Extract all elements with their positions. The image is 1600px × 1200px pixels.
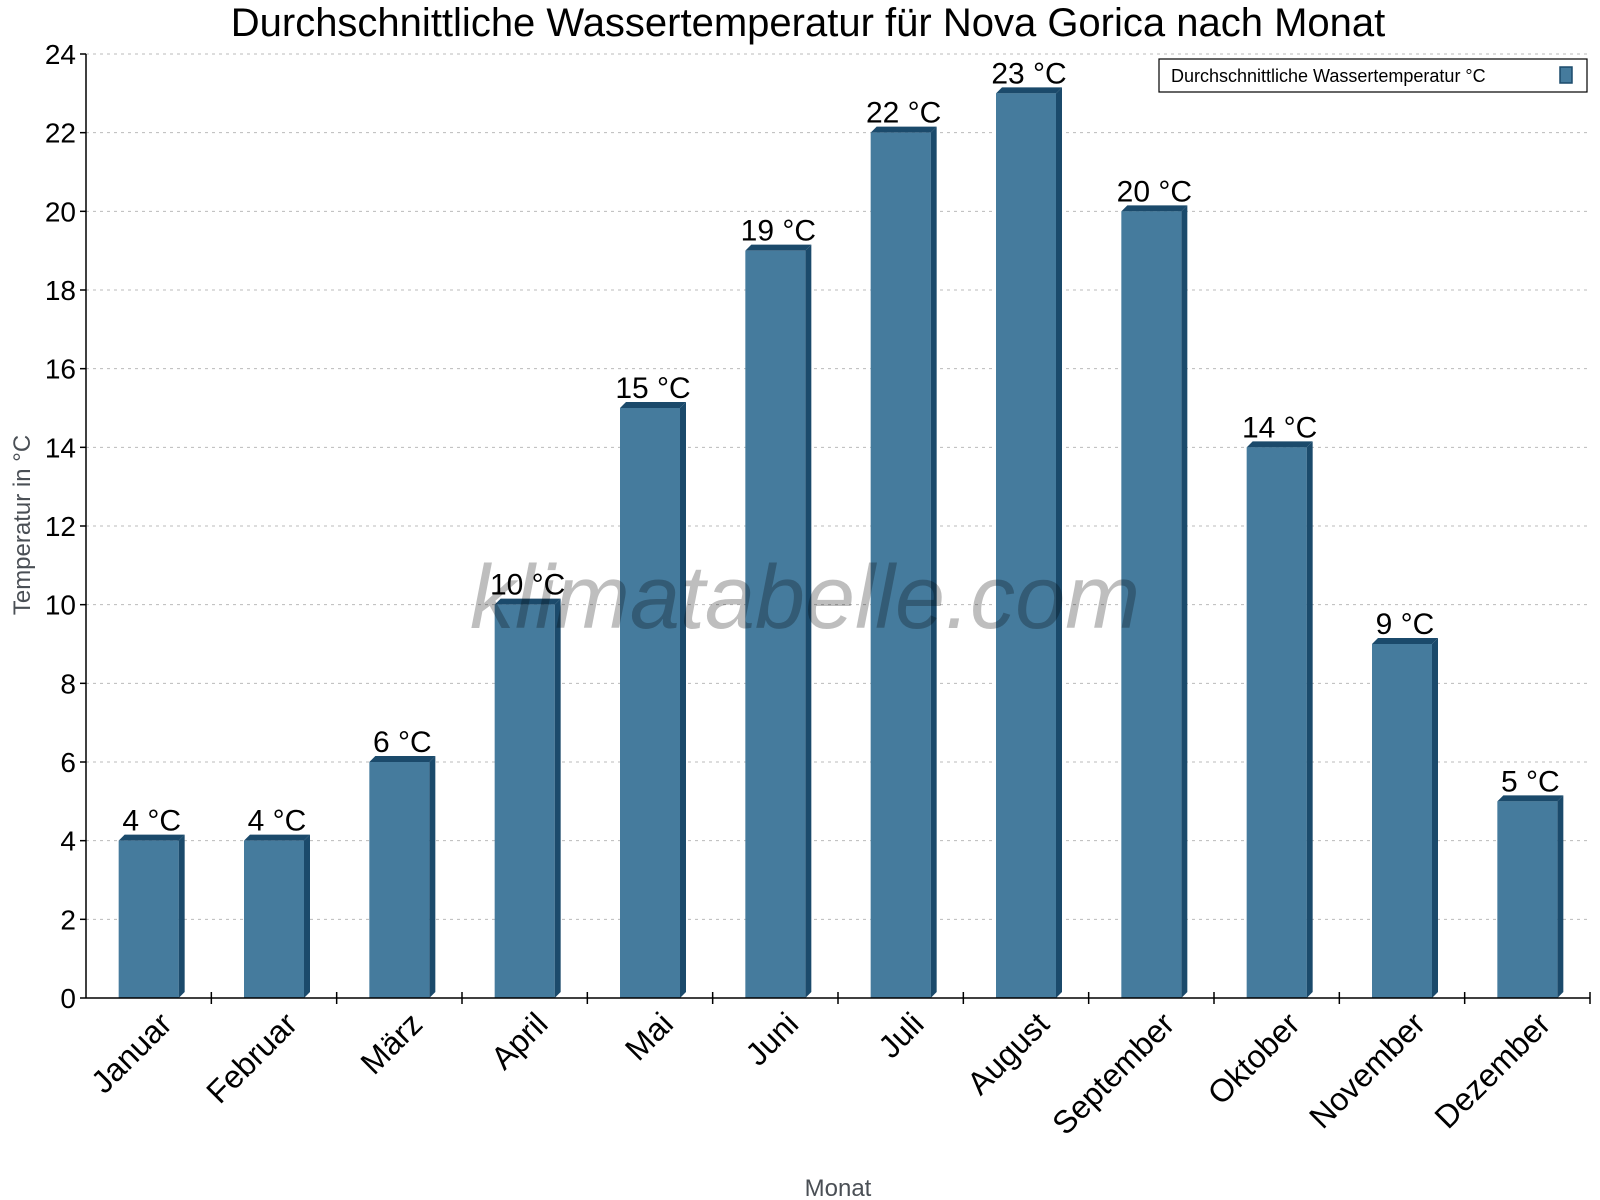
bar-top [1497, 795, 1564, 802]
y-tick-label: 6 [60, 747, 76, 778]
bar [745, 250, 806, 998]
bar [369, 762, 430, 998]
grid [86, 53, 1590, 920]
bar-side [554, 598, 561, 998]
legend-label: Durchschnittliche Wassertemperatur °C [1171, 66, 1486, 86]
x-tick-label: Dezember [1427, 1005, 1557, 1135]
chart-title: Durchschnittliche Wassertemperatur für N… [231, 1, 1386, 45]
bar-top [1246, 441, 1313, 448]
x-tick-label: Oktober [1201, 1005, 1307, 1111]
x-tick-label: Mai [618, 1005, 680, 1067]
y-tick-label: 14 [45, 432, 76, 463]
x-tick-label: Juni [738, 1005, 805, 1072]
data-label: 10 °C [490, 569, 565, 602]
bar [1372, 644, 1432, 998]
y-tick-label: 10 [45, 590, 76, 621]
x-tick-label: Juli [871, 1005, 930, 1064]
x-tick-label: Februar [199, 1005, 304, 1110]
bar-top [1121, 205, 1188, 212]
y-tick-label: 24 [45, 39, 76, 70]
y-tick-label: 22 [45, 118, 76, 149]
y-axis-label: Temperatur in °C [9, 435, 36, 615]
bar-side [1306, 441, 1313, 998]
data-label: 4 °C [122, 805, 181, 838]
data-label: 15 °C [615, 372, 690, 405]
legend-swatch [1559, 66, 1573, 84]
bar-top [620, 402, 686, 408]
bar-side [1557, 795, 1564, 998]
bar-side [1056, 87, 1062, 999]
y-tick-label: 8 [60, 668, 76, 699]
bar [1497, 801, 1558, 998]
data-label: 23 °C [991, 57, 1066, 90]
x-axis-label: Monat [805, 1175, 872, 1200]
bar-top [118, 834, 185, 841]
x-tick-label: März [354, 1005, 430, 1081]
x-tick-label: April [484, 1005, 555, 1076]
bar [494, 604, 555, 998]
y-tick-label: 2 [60, 904, 76, 935]
bar [620, 408, 680, 998]
data-label: 4 °C [248, 805, 307, 838]
legend-box [1158, 58, 1588, 93]
x-tick-label: November [1302, 1005, 1432, 1135]
y-tick-label: 12 [45, 511, 76, 542]
bar-side [805, 244, 812, 998]
data-label: 19 °C [741, 215, 816, 248]
y-tick-label: 18 [45, 275, 76, 306]
bar [996, 93, 1056, 999]
data-label: 14 °C [1242, 411, 1317, 444]
bar-top [745, 244, 812, 251]
y-tick-label: 16 [45, 354, 76, 385]
bar-top [870, 126, 937, 133]
bar-top [244, 834, 310, 841]
bar-side [1432, 638, 1438, 998]
legend: Durchschnittliche Wassertemperatur °C [1158, 58, 1588, 93]
bar-side [1181, 205, 1188, 999]
bar [1121, 211, 1182, 999]
y-tick-label: 4 [60, 826, 76, 857]
data-label: 5 °C [1501, 765, 1560, 798]
data-label: 9 °C [1376, 608, 1435, 641]
bar-side [304, 834, 310, 998]
bar-side [178, 834, 185, 998]
bar-side [680, 402, 686, 998]
bar [1246, 447, 1307, 998]
bar-top [369, 756, 436, 762]
data-label: 20 °C [1117, 175, 1192, 208]
bar-top [494, 598, 561, 605]
bars: 4 °C 4 °C 6 °C 10 °C 15 °C 19 °C 22 °C 23 °C 20 … [118, 57, 1564, 999]
data-label: 6 °C [373, 726, 432, 759]
y-tick-label: 20 [45, 196, 76, 227]
x-tick-label: Januar [84, 1005, 179, 1100]
x-tick-label: September [1045, 1005, 1181, 1141]
bar [244, 840, 304, 998]
bar-top [996, 87, 1062, 94]
y-tick-label: 0 [60, 983, 76, 1014]
x-tick-label: August [960, 1005, 1056, 1101]
data-label: 22 °C [866, 97, 941, 130]
bar-top [1372, 638, 1438, 644]
bar [118, 840, 179, 998]
bar-side [930, 126, 937, 998]
watermark: klimatabelle.com [470, 548, 1140, 648]
bar [870, 132, 931, 998]
bar-side [429, 756, 436, 998]
